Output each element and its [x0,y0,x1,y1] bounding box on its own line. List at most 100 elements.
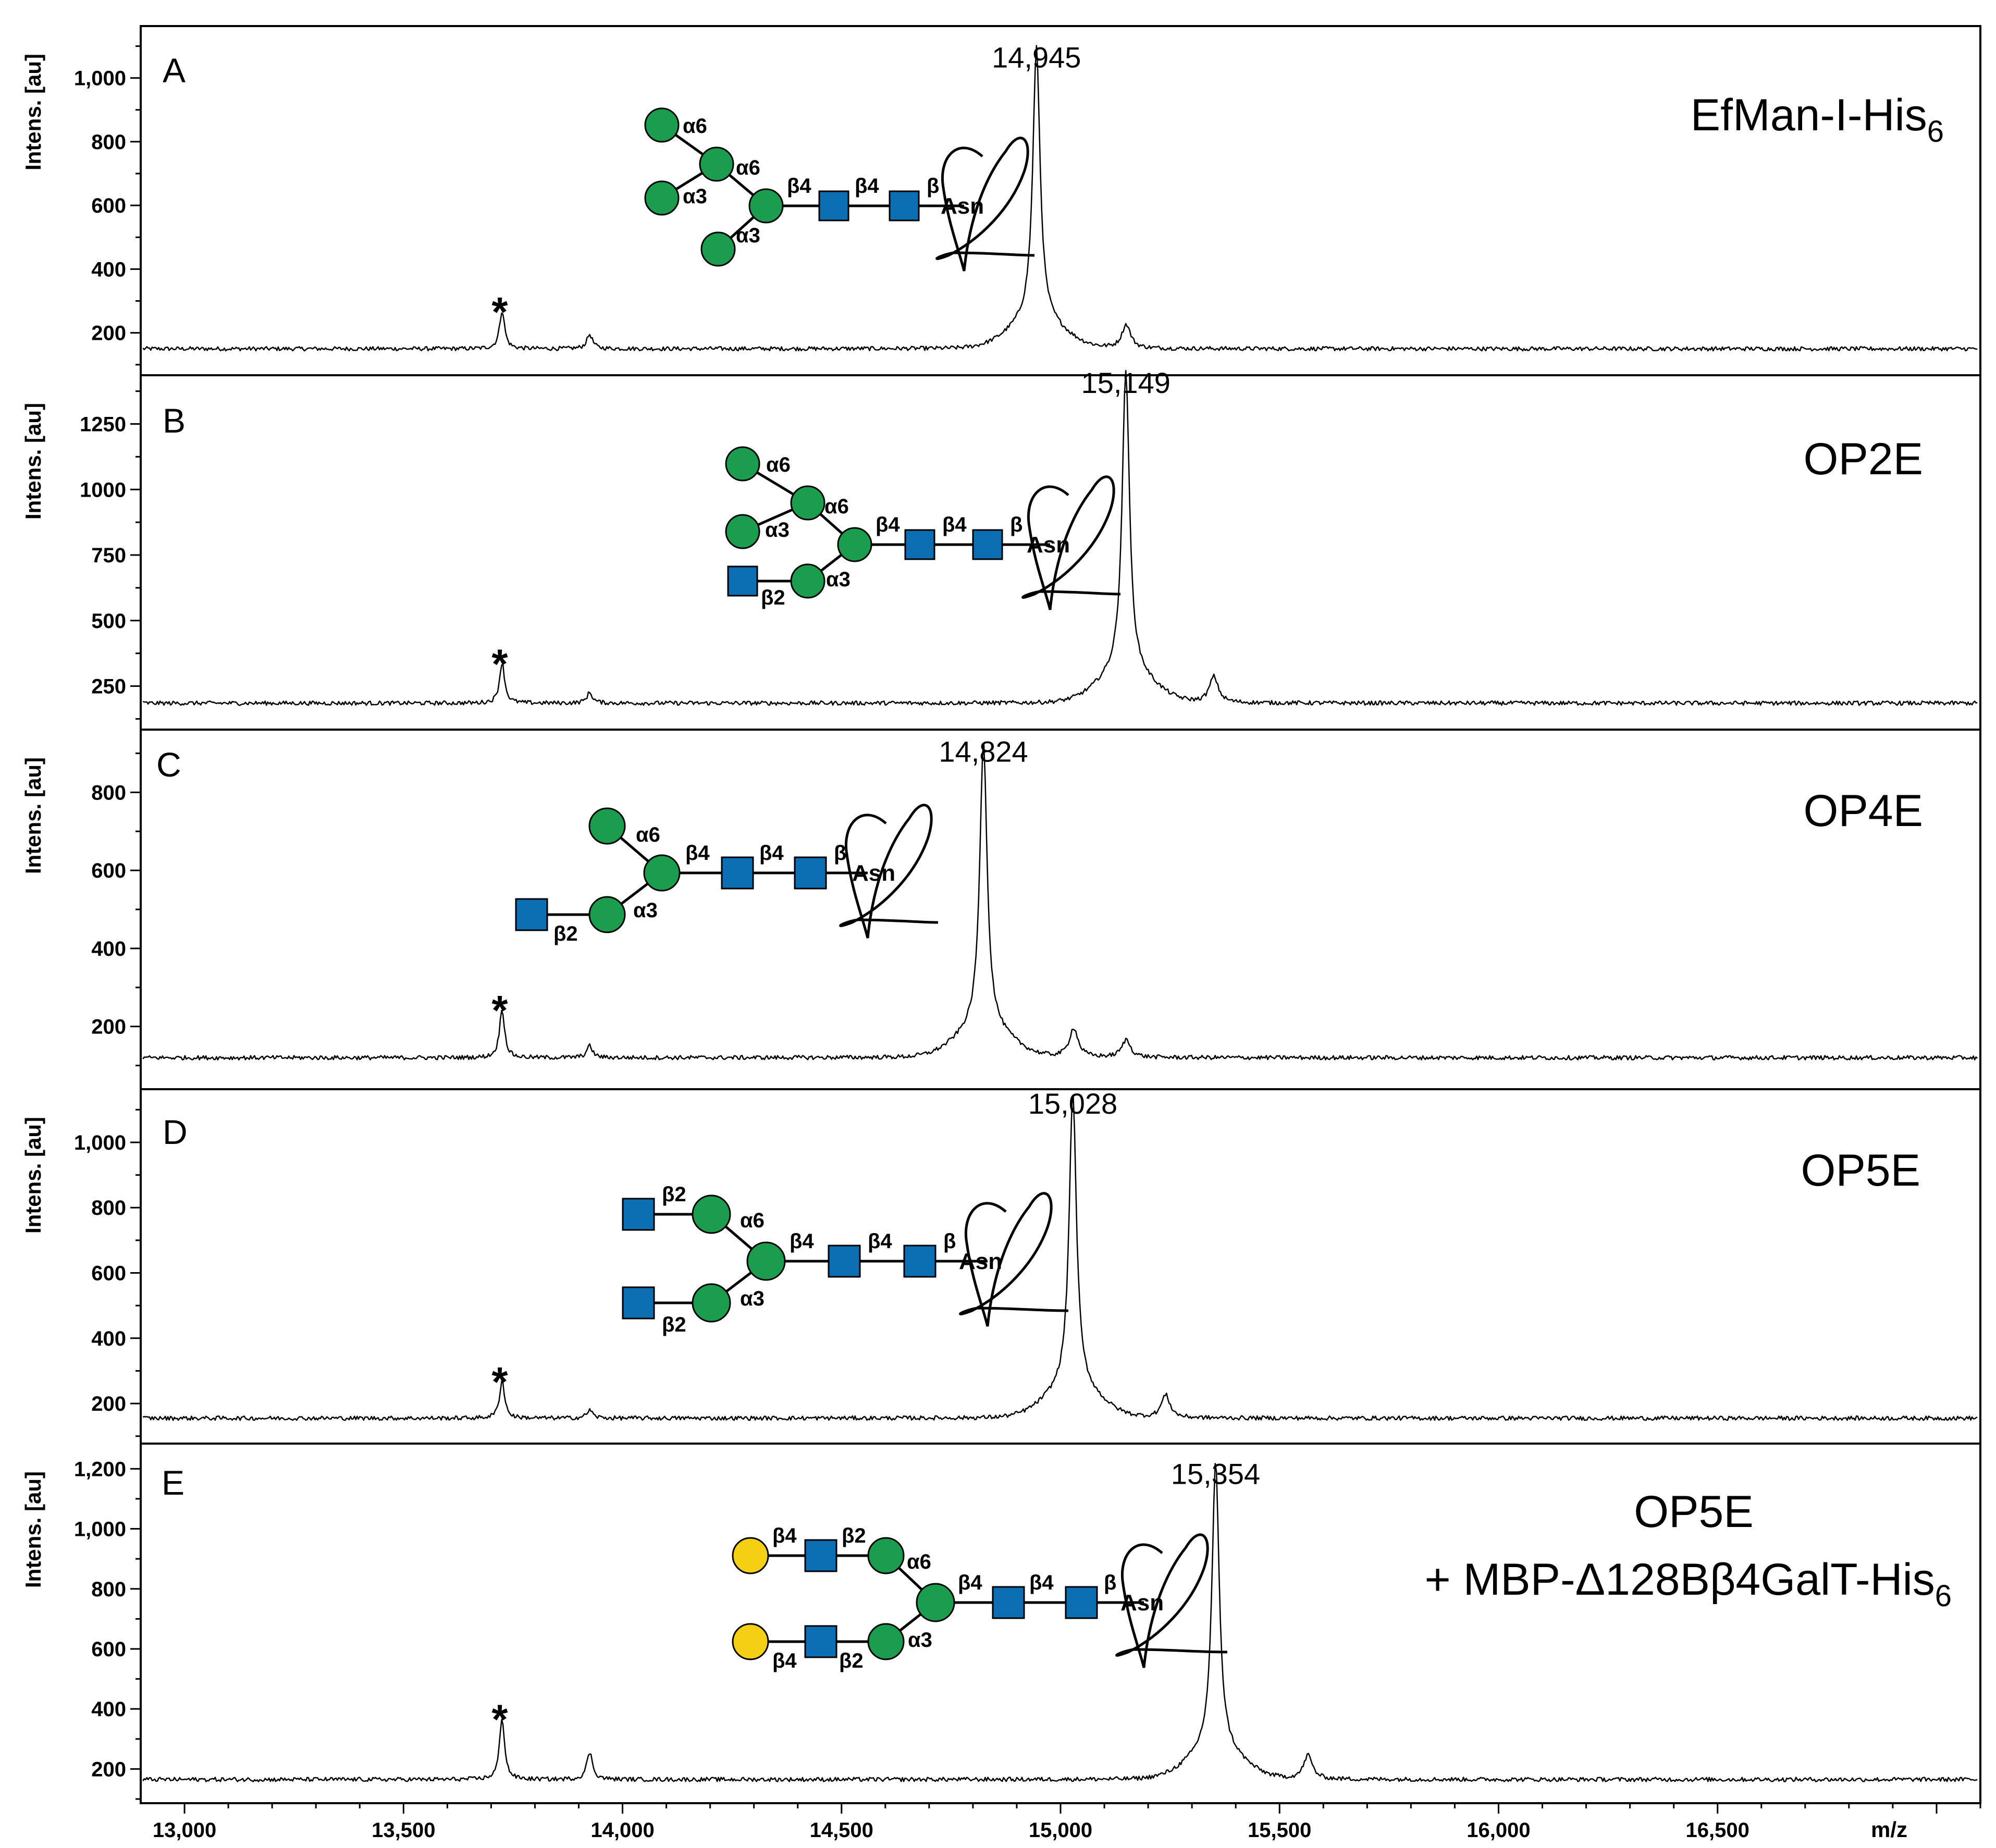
linkage-label: β4 [876,513,900,536]
linkage-label: α3 [765,519,790,541]
mannose-icon [725,446,760,482]
glcnac-icon [992,1586,1025,1619]
y-tick-label: 800 [91,1578,126,1601]
panel-title: EfMan-I-His6 [1691,90,1944,149]
linkage-label: β [927,175,939,198]
artifact-star: * [491,1359,508,1405]
mannose-icon [867,1537,905,1574]
linkage-label: β4 [772,1524,797,1547]
artifact-star: * [491,987,508,1033]
x-axis: 13,000 13,500 14,000 14,500 15,000 15,500 16,0… [153,1803,1981,1842]
mannose-icon [644,107,680,143]
y-tick-label: 1,000 [74,1518,126,1541]
y-ticks: 200 400 600 800 1,000 1,200 [74,1458,141,1800]
y-ticks: 250 500 750 1000 1250 [80,390,141,720]
panel-title: OP5E [1801,1145,1920,1196]
y-tick-label: 600 [91,859,126,882]
protein-coil-icon [935,137,1035,272]
mannose-icon [692,1283,731,1323]
y-ticks: 200 400 600 800 1,000 [74,1108,141,1437]
x-tick-label: 15,500 [1248,1819,1311,1842]
mannose-icon [867,1623,905,1660]
panel-title-line2: + MBP-Δ128Bβ4GalT-His6 [1425,1555,1952,1613]
glcnac-icon [828,1245,861,1278]
spectrum-line [142,369,1978,706]
asn-label: Asn [941,193,984,219]
linkage-label: α3 [633,899,658,922]
y-tick-label: 600 [91,194,126,217]
spectrum-line [142,1463,1978,1782]
glcnac-icon [804,1539,837,1572]
spectrum-line [142,743,1978,1061]
protein-coil-icon [1021,475,1121,610]
mannose-icon [748,188,784,224]
y-axis-label: Intens. [au] [21,54,45,170]
x-tick-label: 14,500 [810,1819,873,1842]
glcnac-icon [804,1625,837,1658]
mannose-icon [644,180,680,216]
linkage-label: α3 [826,568,851,591]
main-peak-label: 15,149 [1081,366,1171,399]
y-tick-label: 600 [91,1638,126,1661]
x-tick-label: 16,500 [1686,1819,1749,1842]
linkage-label: β4 [868,1230,892,1253]
mannose-icon [588,896,626,933]
y-ticks: 200 400 600 800 [91,752,141,1067]
artifact-star: * [491,640,508,687]
mannose-icon [725,514,760,549]
linkage-label: β2 [662,1313,686,1336]
mannose-icon [643,854,681,892]
linkage-label: β4 [855,175,879,198]
panel-title: OP5E [1634,1487,1753,1537]
linkage-label: α3 [740,1287,765,1310]
y-tick-label: 600 [91,1262,126,1285]
glcnac-icon [903,1245,937,1278]
linkage-label: β2 [553,922,578,945]
linkage-label: α6 [766,453,791,476]
main-peak-label: 15,354 [1171,1458,1260,1490]
panel-letter: E [162,1463,184,1502]
y-tick-label: 250 [91,675,126,698]
linkage-label: β2 [662,1183,686,1206]
panel-letter: D [163,1113,188,1151]
y-tick-label: 800 [91,781,126,804]
linkage-label: β [834,842,846,865]
linkage-label: α6 [736,156,760,179]
y-axis-label: Intens. [au] [21,403,45,520]
glcnac-icon [794,856,827,890]
x-tick-label: 13,500 [372,1819,435,1842]
y-tick-label: 200 [91,322,126,345]
glcnac-icon [515,898,548,931]
linkage-label: β4 [958,1571,982,1594]
linkage-label: β4 [759,842,784,865]
glcnac-icon [972,529,1003,560]
y-tick-label: 1,000 [74,1131,126,1154]
galactose-icon [732,1537,769,1574]
panel-e: 200 400 600 800 1,000 1,200 Intens. [au] * 15… [21,1443,1981,1804]
mannose-icon [837,527,872,562]
linkage-label: β2 [842,1524,866,1547]
y-tick-label: 800 [91,131,126,154]
artifact-star: * [491,289,508,335]
main-peak-label: 14,824 [939,735,1028,768]
y-tick-label: 400 [91,1327,126,1350]
linkage-label: α6 [636,823,660,846]
linkage-label: α3 [683,185,707,208]
glcnac-icon [622,1286,655,1320]
panel-letter: A [163,51,186,90]
linkage-label: α6 [907,1550,931,1573]
x-ticks: 13,000 13,500 14,000 14,500 15,000 15,500 16,0… [153,1803,1981,1842]
mannose-icon [692,1194,731,1234]
glcnac-icon [622,1198,655,1231]
asn-label: Asn [852,860,895,886]
mannose-icon [700,231,736,267]
galactose-icon [732,1623,769,1660]
linkage-label: β4 [685,842,710,865]
linkage-label: β4 [942,513,967,536]
panel-title: OP2E [1804,434,1923,484]
mannose-icon [746,1241,786,1281]
linkage-label: α3 [908,1629,932,1652]
